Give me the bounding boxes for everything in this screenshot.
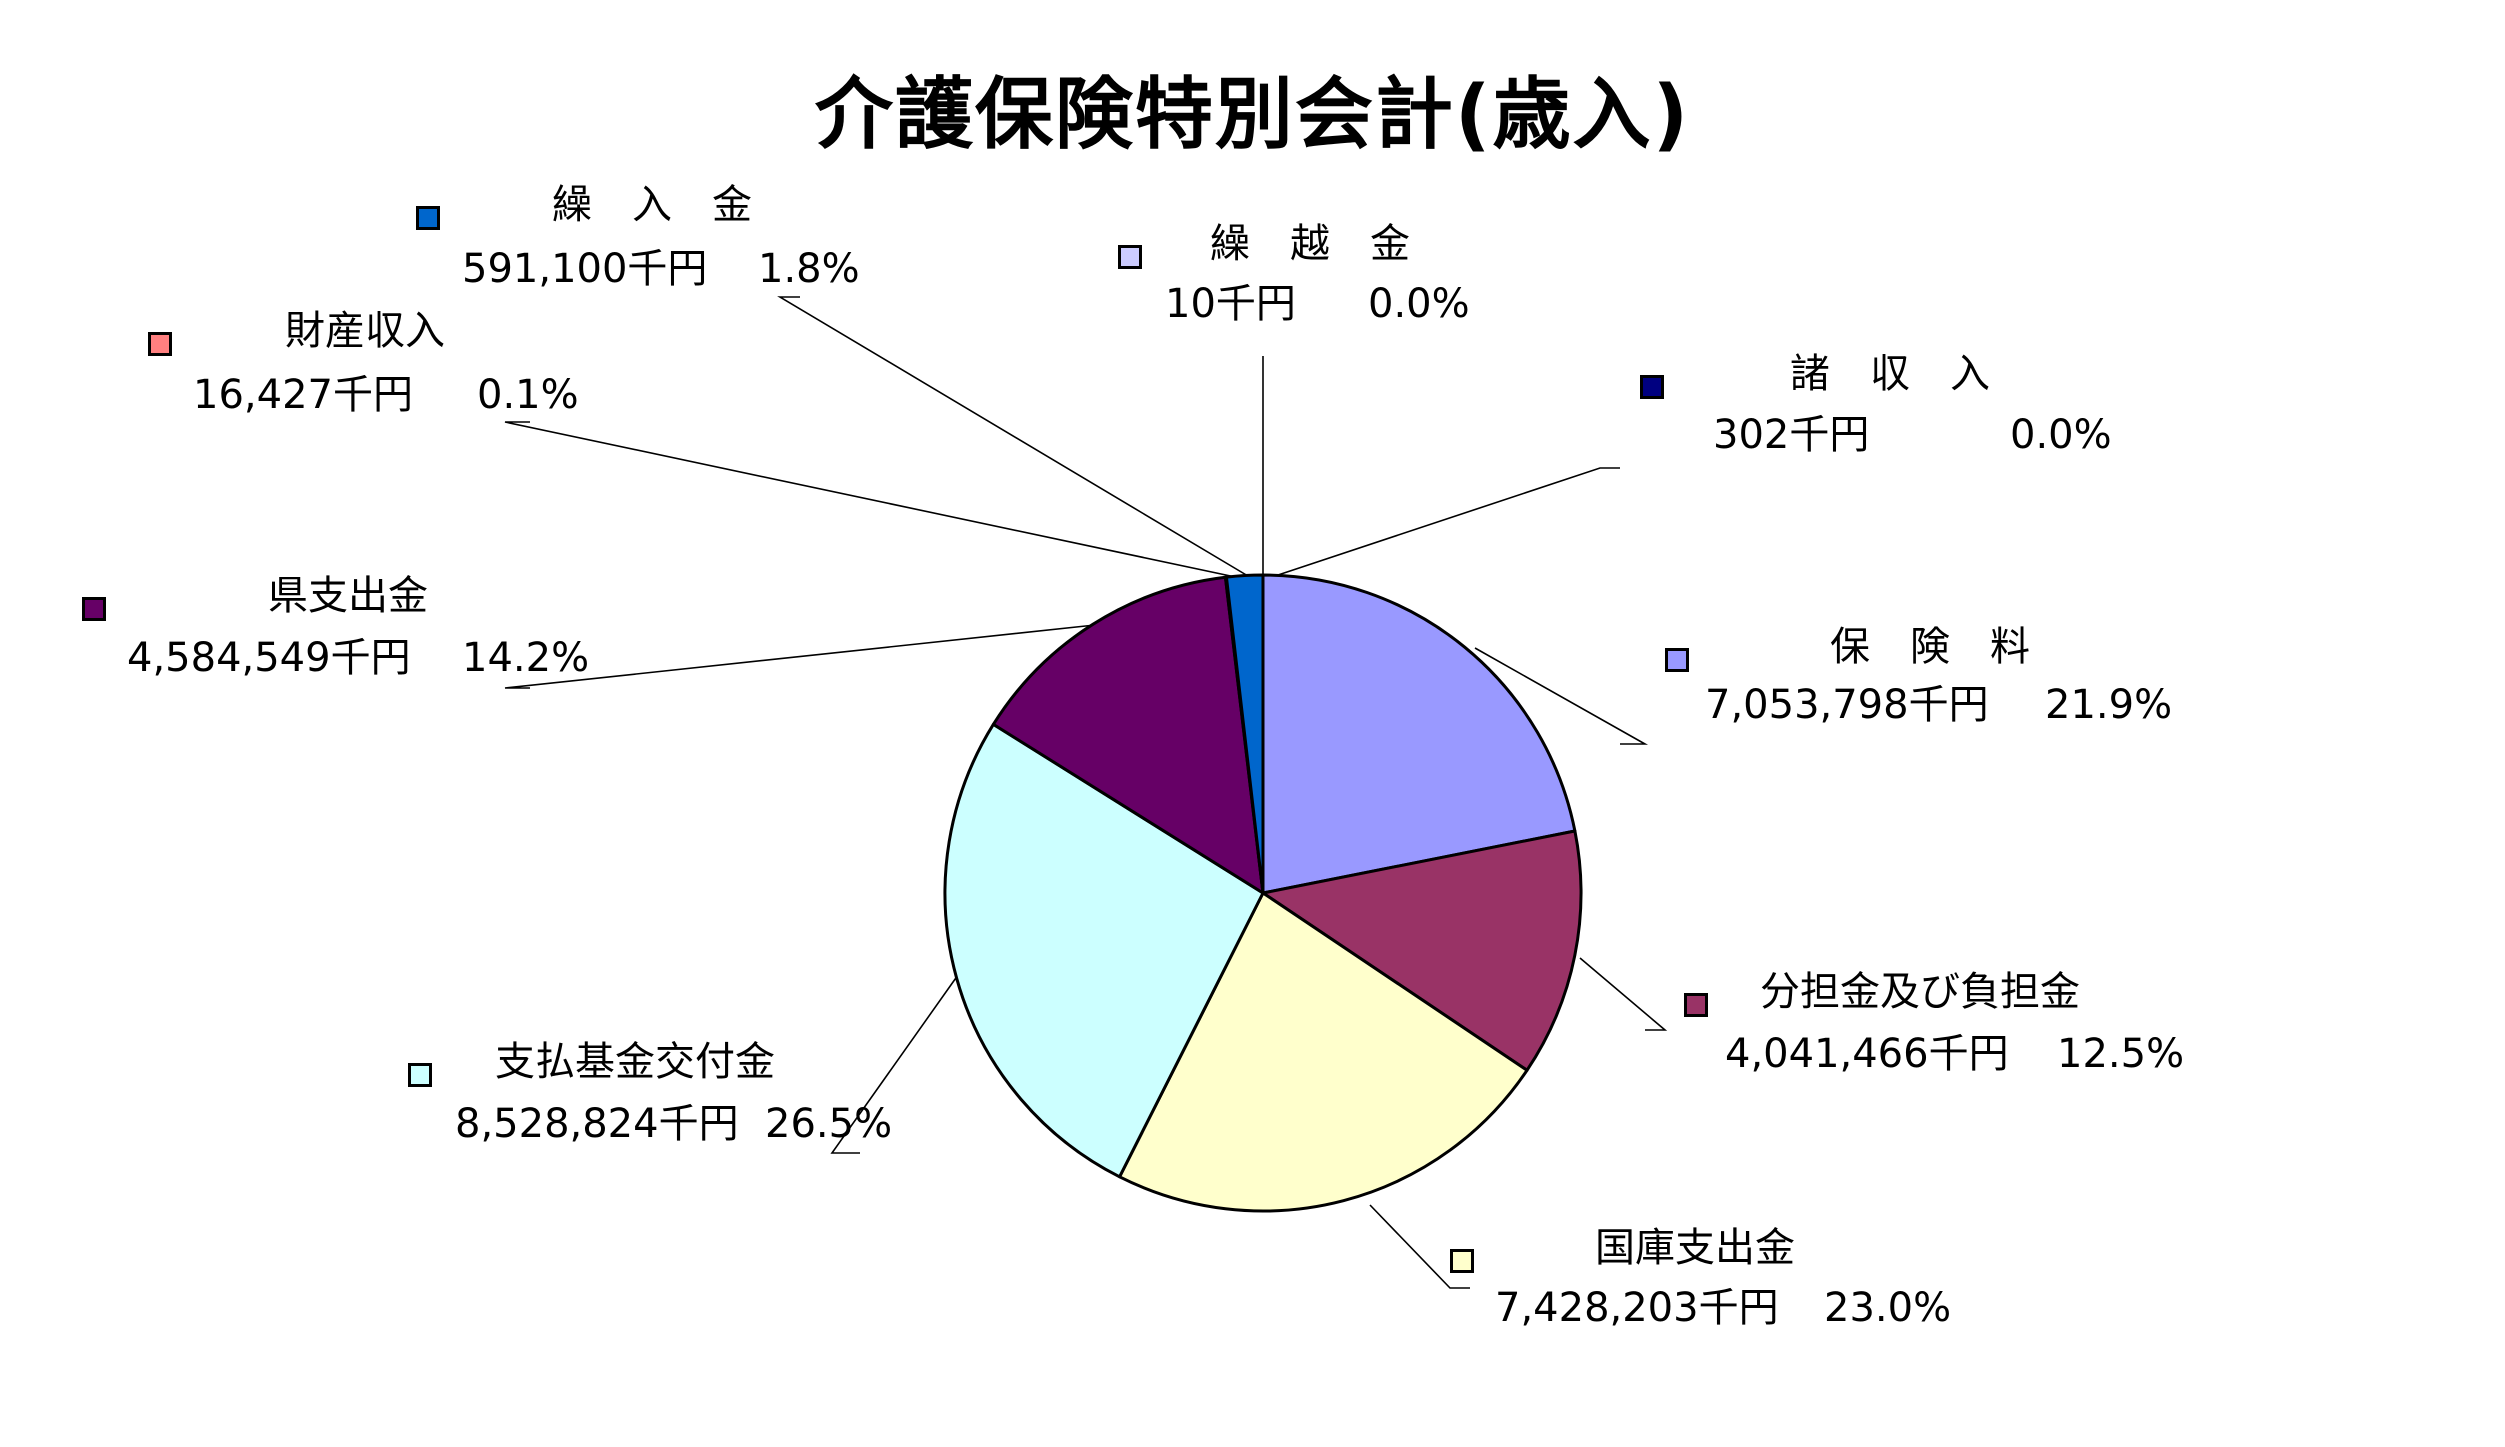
pie-slice [1118, 891, 1529, 1213]
slice-name-label: 繰 越 金 [1210, 221, 1410, 267]
leader-line [1369, 1204, 1470, 1289]
slice-name-label: 国庫支出金 [1595, 1225, 1795, 1271]
slice-name-label: 財産収入 [285, 308, 445, 354]
slice-name-label: 繰 入 金 [552, 182, 752, 228]
legend-swatch [408, 1063, 432, 1087]
legend-swatch [1118, 245, 1142, 269]
legend-swatch [1450, 1249, 1474, 1273]
pie-slice [1261, 573, 1577, 895]
slice-name-label: 支払基金交付金 [495, 1039, 775, 1085]
leader-line [1579, 957, 1668, 1031]
pie-slice [943, 722, 1265, 1179]
slice-value-label: 591,100千円 [462, 246, 708, 292]
leader-line [504, 624, 1096, 689]
slice-percent-label: 0.0% [2010, 412, 2112, 458]
slice-name-label: 県支出金 [268, 573, 428, 619]
legend-swatch [148, 332, 172, 356]
slice-percent-label: 26.5% [765, 1101, 893, 1147]
slice-percent-label: 0.1% [477, 372, 579, 418]
pie-slice [991, 575, 1265, 895]
leader-lines [504, 296, 1668, 1289]
legend-swatch [1665, 648, 1689, 672]
leader-line [777, 296, 1249, 577]
leader-line [830, 974, 959, 1154]
slice-value-label: 4,584,549千円 [127, 635, 411, 681]
slice-percent-label: 21.9% [2045, 682, 2173, 728]
slice-percent-label: 12.5% [2057, 1031, 2185, 1077]
leader-line [504, 421, 1241, 579]
slice-value-label: 10千円 [1165, 281, 1296, 327]
chart-title: 介護保険特別会計(歳入) [814, 70, 1691, 160]
legend-swatch [82, 597, 106, 621]
slice-percent-label: 0.0% [1368, 281, 1470, 327]
slice-value-label: 7,428,203千円 [1495, 1285, 1779, 1331]
slice-value-label: 8,528,824千円 [455, 1101, 739, 1147]
slice-name-label: 保 険 料 [1830, 624, 2030, 670]
legend-swatch [1640, 375, 1664, 399]
slice-name-label: 諸 収 入 [1790, 351, 1990, 397]
slice-name-label: 分担金及び負担金 [1760, 969, 2080, 1015]
slice-value-label: 16,427千円 [193, 372, 413, 418]
slice-value-label: 7,053,798千円 [1705, 682, 1989, 728]
slice-percent-label: 14.2% [462, 635, 590, 681]
slice-percent-label: 1.8% [758, 246, 860, 292]
legend-swatch [416, 206, 440, 230]
legend-swatch [1684, 993, 1708, 1017]
pie-slice [1261, 829, 1583, 1072]
slice-percent-label: 23.0% [1824, 1285, 1952, 1331]
slice-value-label: 302千円 [1713, 412, 1870, 458]
slice-value-label: 4,041,466千円 [1725, 1031, 2009, 1077]
pie-slices [943, 573, 1583, 1213]
leader-line [1474, 647, 1649, 745]
leader-line [1274, 467, 1620, 577]
